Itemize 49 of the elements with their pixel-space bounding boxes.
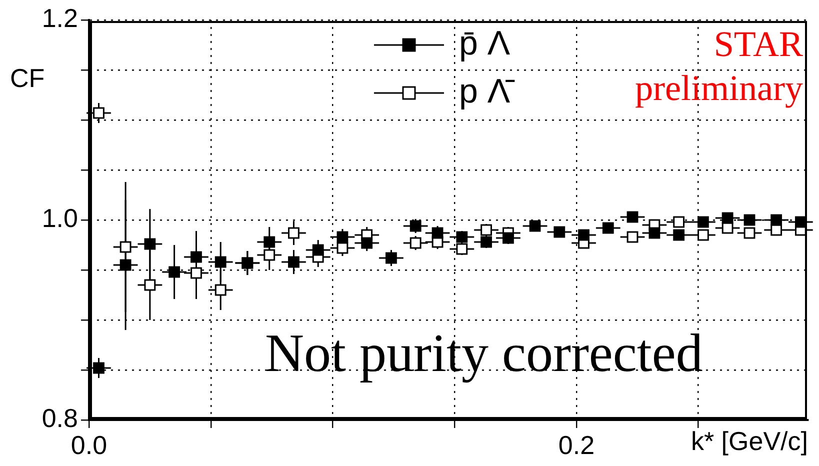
point — [432, 227, 444, 239]
point — [697, 229, 709, 241]
point — [502, 232, 514, 244]
point — [288, 227, 300, 239]
annotation: Not purity corrected — [265, 322, 703, 384]
y-tick-label: 1.2 — [42, 3, 78, 34]
point — [120, 241, 132, 253]
point — [626, 211, 638, 223]
point — [120, 259, 132, 271]
annotation: STAR preliminary — [634, 23, 803, 110]
point — [529, 220, 541, 232]
point — [673, 229, 685, 241]
x-tick-label: 0.2 — [558, 430, 595, 460]
legend-label: p̄ Λ — [459, 24, 510, 62]
point — [144, 279, 156, 291]
point — [93, 107, 104, 119]
point — [312, 244, 324, 256]
point — [744, 214, 756, 226]
legend-label: p Λ̄ — [459, 72, 516, 110]
point — [770, 224, 782, 236]
point — [144, 238, 156, 250]
point — [386, 252, 397, 264]
x-axis-title: k* [GeV/c] — [690, 426, 808, 456]
point — [214, 256, 226, 268]
point — [361, 237, 373, 249]
point — [744, 227, 756, 239]
point — [770, 214, 782, 226]
point — [554, 226, 566, 238]
point — [722, 222, 734, 234]
point — [578, 229, 590, 241]
point — [336, 231, 348, 243]
point — [722, 212, 734, 224]
point — [602, 222, 614, 234]
point — [190, 267, 202, 279]
y-axis-title: CF — [10, 63, 45, 94]
point — [264, 249, 276, 261]
point — [93, 362, 104, 374]
point — [168, 266, 180, 278]
point — [214, 284, 226, 296]
y-tick-label: 1.0 — [42, 203, 78, 234]
point — [673, 216, 685, 228]
point — [648, 227, 660, 239]
point — [336, 242, 348, 254]
point — [288, 256, 300, 268]
point — [626, 231, 638, 243]
point — [794, 216, 806, 228]
point — [190, 251, 202, 263]
point — [264, 236, 276, 248]
point — [697, 216, 709, 228]
